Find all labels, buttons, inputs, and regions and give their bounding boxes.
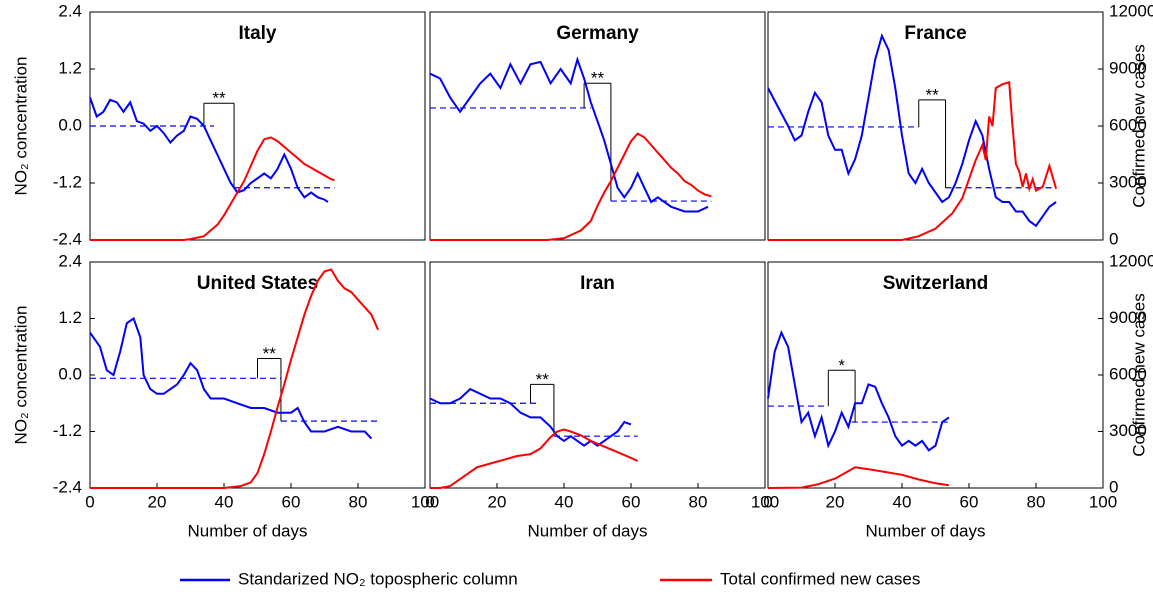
y-axis-label: NO₂ concentration [11, 57, 30, 196]
plot-frame [429, 261, 766, 489]
x-tick-label: 0 [763, 492, 772, 511]
y2-tick-label: 12000 [1109, 251, 1153, 270]
y2-tick-label: 6000 [1109, 115, 1147, 134]
series-line [89, 316, 373, 440]
x-axis-label: Number of days [528, 521, 648, 540]
x-tick-label: 40 [555, 492, 574, 511]
y-tick-label: -2.4 [53, 477, 82, 496]
legend-label: Standarized NO₂ topospheric column [238, 569, 518, 588]
panel-title: Iran [580, 273, 615, 294]
x-tick-label: 80 [689, 492, 708, 511]
series-line [767, 329, 950, 452]
series-line [429, 387, 632, 447]
series-line [89, 97, 329, 203]
x-tick-label: 60 [622, 492, 641, 511]
x-tick-label: 40 [893, 492, 912, 511]
significance-label: ** [536, 370, 550, 389]
y-tick-label: -2.4 [53, 229, 82, 248]
series-line [429, 56, 709, 213]
plot-frame [429, 11, 766, 241]
panel-title: Switzerland [883, 273, 989, 294]
x-tick-label: 20 [148, 492, 167, 511]
y2-tick-label: 3000 [1109, 421, 1147, 440]
x-tick-label: 0 [85, 492, 94, 511]
x-tick-label: 60 [960, 492, 979, 511]
x-tick-label: 100 [751, 492, 779, 511]
y2-tick-label: 0 [1109, 477, 1118, 496]
x-axis-label: Number of days [866, 521, 986, 540]
panel-title: France [904, 23, 966, 44]
series-line [90, 268, 380, 489]
plot-frame [767, 261, 1104, 489]
panel-title: Germany [556, 23, 639, 44]
y-tick-label: 2.4 [58, 251, 82, 270]
x-tick-label: 100 [1089, 492, 1117, 511]
significance-label: ** [926, 85, 940, 104]
y2-tick-label: 9000 [1109, 308, 1147, 327]
series-line [767, 466, 950, 489]
x-tick-label: 40 [215, 492, 234, 511]
x-tick-label: 80 [349, 492, 368, 511]
significance-label: * [838, 356, 845, 375]
y-tick-label: 1.2 [58, 58, 82, 77]
y2-axis-label: Confirmed new cases [1129, 44, 1148, 207]
y2-tick-label: 3000 [1109, 172, 1147, 191]
legend-label: Total confirmed new cases [720, 569, 920, 588]
significance-label: ** [212, 89, 226, 108]
y-tick-label: -1.2 [53, 421, 82, 440]
significance-label: ** [263, 344, 277, 363]
y-tick-label: -1.2 [53, 172, 82, 191]
x-tick-label: 0 [425, 492, 434, 511]
x-tick-label: 80 [1027, 492, 1046, 511]
legend: Standarized NO₂ topospheric column Total… [180, 569, 920, 588]
y-axis-label: NO₂ concentration [11, 306, 30, 445]
y2-tick-label: 12000 [1109, 1, 1153, 20]
series-line [768, 81, 1058, 241]
x-tick-label: 60 [282, 492, 301, 511]
x-tick-label: 20 [826, 492, 845, 511]
series-line [90, 136, 335, 241]
y2-tick-label: 0 [1109, 229, 1118, 248]
x-axis-label: Number of days [188, 521, 308, 540]
x-tick-label: 20 [488, 492, 507, 511]
y2-tick-label: 6000 [1109, 364, 1147, 383]
y-tick-label: 0.0 [58, 115, 82, 134]
y-tick-label: 1.2 [58, 308, 82, 327]
panel-title: United States [197, 273, 318, 294]
series-line [430, 428, 639, 489]
x-tick-label: 100 [411, 492, 439, 511]
series-line [430, 132, 712, 241]
y-tick-label: 0.0 [58, 364, 82, 383]
plot-frame [767, 11, 1104, 241]
y2-axis-label: Confirmed new cases [1129, 293, 1148, 456]
panel-title: Italy [238, 23, 276, 44]
y-tick-label: 2.4 [58, 1, 82, 20]
y2-tick-label: 9000 [1109, 58, 1147, 77]
significance-label: ** [591, 69, 605, 88]
series-line [767, 32, 1057, 228]
